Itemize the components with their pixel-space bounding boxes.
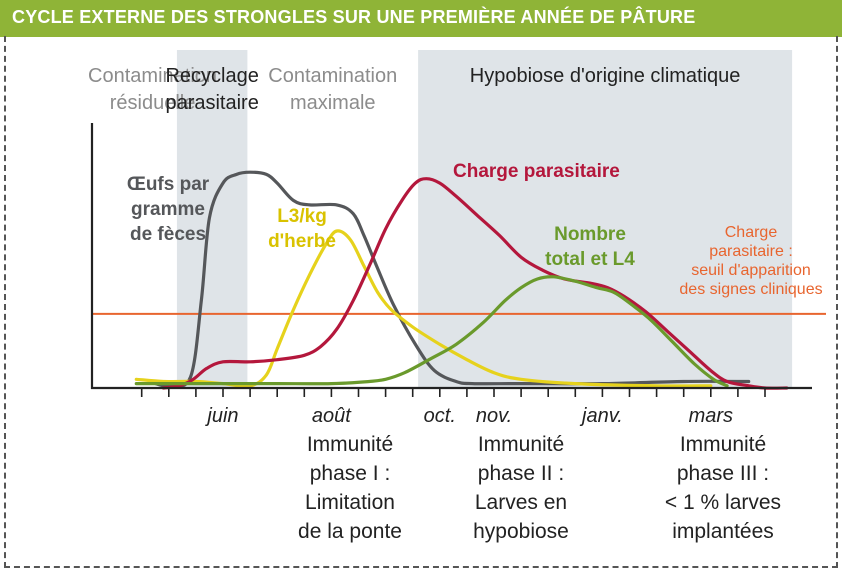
phase-label-line: Contamination	[88, 65, 217, 87]
parasite-load-curve	[161, 177, 789, 390]
month-label-mars: mars	[689, 405, 733, 427]
phase-shading	[176, 50, 793, 388]
month-label-nov: nov.	[476, 405, 512, 427]
immunity-phase-3: Immunité phase III : < 1 % larves implan…	[664, 433, 782, 543]
l4-label-line: Nombre	[554, 224, 626, 245]
l3-curve	[134, 229, 713, 388]
phase-label-2: Recyclage parasitaire	[165, 65, 258, 114]
eggs-label-line: gramme	[131, 199, 205, 220]
immunity-phase-2: Immunité phase II : Larves en hypobiose	[473, 433, 569, 543]
l3-label: L3/kg d'herbe	[268, 206, 336, 252]
eggs-label: Œufs par gramme de fèces	[127, 174, 210, 245]
phase-label-4: Hypobiose d'origine climatique	[470, 65, 741, 87]
phase-label-1: Contamination résiduelle	[88, 65, 217, 114]
phase-label-3: Contamination maximale	[268, 65, 397, 114]
threshold-label-line: Charge	[725, 224, 778, 241]
axes	[90, 123, 812, 390]
header-bar: CYCLE EXTERNE DES STRONGLES SUR UNE PREM…	[0, 0, 842, 37]
phase-shade-4	[418, 50, 793, 388]
phase-label-line: résiduelle	[110, 92, 196, 114]
month-label-janv: janv.	[579, 405, 623, 427]
threshold-label-line: seuil d'apparition	[691, 262, 811, 279]
threshold-label: Charge parasitaire : seuil d'apparition des…	[679, 224, 822, 298]
phase-label-line: Hypobiose d'origine climatique	[470, 65, 741, 87]
series-labels: Œufs par gramme de fèces L3/kg d'herbe Charge…	[127, 161, 823, 298]
l3-label-line: L3/kg	[277, 206, 327, 227]
month-label-oct: oct.	[424, 405, 456, 427]
chart-frame	[4, 36, 838, 568]
immunity-phase-1: Immunité phase I : Limitation de la pont…	[298, 433, 402, 543]
series-curves	[134, 170, 789, 390]
phase-shade-2	[176, 50, 248, 388]
l4-label-line: total et L4	[545, 249, 635, 270]
threshold-label-line: parasitaire :	[709, 243, 793, 260]
eggs-curve	[153, 170, 751, 388]
phase-label-line: maximale	[290, 92, 376, 114]
phase-label-line: parasitaire	[165, 92, 258, 114]
l4-curve	[134, 275, 729, 388]
eggs-label-line: de fèces	[130, 224, 206, 245]
parasite-load-label-line: Charge parasitaire	[453, 161, 620, 182]
month-label-juin: juin	[204, 405, 238, 427]
x-ticks: juin août oct. nov. janv. mars	[140, 388, 766, 427]
month-label-aot: août	[312, 405, 352, 427]
phase-labels: Contamination résiduelle Recyclage parasita…	[88, 65, 740, 114]
threshold-label-line: des signes cliniques	[679, 281, 822, 298]
l3-label-line: d'herbe	[268, 231, 336, 252]
l4-label: Nombre total et L4	[545, 224, 635, 270]
phase-label-line: Contamination	[268, 65, 397, 87]
phase-label-line: Recyclage	[165, 65, 258, 87]
parasite-load-label: Charge parasitaire	[453, 161, 620, 182]
chart-title: CYCLE EXTERNE DES STRONGLES SUR UNE PREM…	[12, 7, 696, 27]
eggs-label-line: Œufs par	[127, 174, 210, 195]
